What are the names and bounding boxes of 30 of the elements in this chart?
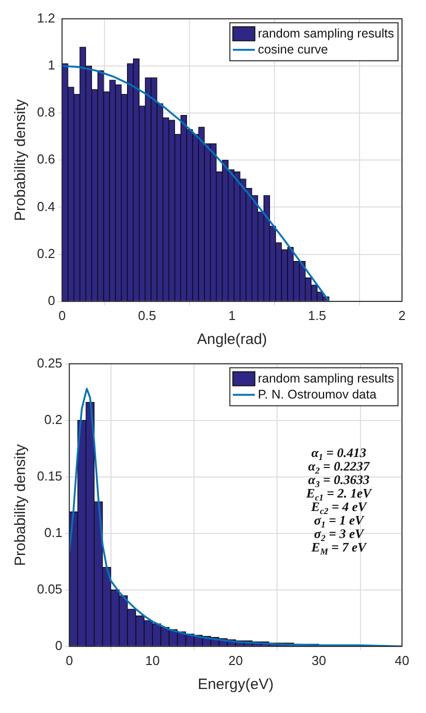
y-tick-label: 1 xyxy=(48,57,56,72)
x-tick-label: 1.5 xyxy=(308,308,326,323)
x-tick-label: 40 xyxy=(394,652,410,668)
x-tick-label: 10 xyxy=(145,652,160,668)
legend-label: cosine curve xyxy=(258,42,328,56)
y-tick-label: 0 xyxy=(55,638,62,653)
y-tick-label: 0.4 xyxy=(36,198,56,214)
x-axis-title: Energy(eV) xyxy=(198,676,274,694)
x-tick-label: 20 xyxy=(228,652,243,668)
y-tick-label: 0 xyxy=(48,292,56,308)
y-tick-label: 0.05 xyxy=(36,581,62,596)
y-tick-label: 0.2 xyxy=(36,246,56,261)
y-tick-label: 0.8 xyxy=(36,104,56,120)
x-tick-label: 1 xyxy=(228,308,236,323)
y-tick-label: 0.15 xyxy=(36,468,62,484)
x-axis-title: Angle(rad) xyxy=(197,331,268,348)
y-tick-label: 0.1 xyxy=(44,524,62,540)
legend-label: P. N. Ostroumov data xyxy=(258,387,376,402)
y-tick-label: 1.2 xyxy=(36,10,56,26)
y-axis-title: Probability density xyxy=(12,98,30,221)
x-tick-label: 2 xyxy=(398,308,406,323)
y-tick-label: 0.25 xyxy=(36,355,62,370)
x-tick-label: 0 xyxy=(66,652,73,668)
legend-label: random sampling results xyxy=(258,371,394,386)
y-axis-title: Probability density xyxy=(12,444,30,566)
y-tick-label: 0.2 xyxy=(44,412,62,427)
y-tick-label: 0.6 xyxy=(36,152,56,167)
legend-label: random sampling results xyxy=(258,26,394,40)
x-tick-label: 0.5 xyxy=(138,308,156,323)
x-tick-label: 30 xyxy=(312,652,326,668)
